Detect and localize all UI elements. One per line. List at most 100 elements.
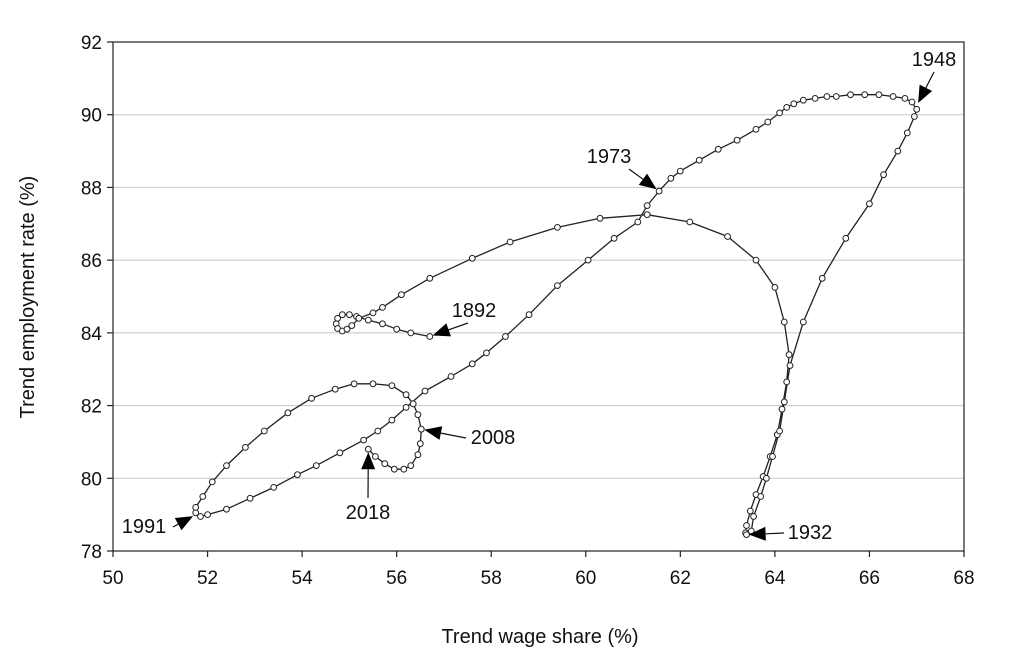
annotation-leader	[440, 432, 467, 439]
data-point	[223, 505, 230, 513]
data-point	[390, 465, 398, 473]
data-point	[421, 387, 429, 395]
annotation-label-1932: 1932	[788, 522, 833, 544]
data-point	[676, 167, 684, 175]
y-axis-title: Trend employment rate (%)	[17, 176, 39, 419]
data-point	[901, 95, 909, 102]
data-point	[400, 465, 408, 473]
annotations: 1892 1932 1948 1973 1991 2008 2018	[122, 49, 957, 544]
data-point	[502, 333, 509, 340]
data-point	[752, 125, 760, 133]
data-point	[610, 234, 618, 242]
y-tick-label: 82	[81, 397, 102, 418]
data-point	[407, 329, 415, 337]
data-point	[372, 453, 379, 460]
data-point	[343, 325, 351, 333]
annotation-label-2008: 2008	[471, 427, 516, 449]
gridlines	[113, 114, 964, 479]
data-point	[783, 104, 791, 111]
data-point	[402, 391, 410, 399]
annotation-arrowhead	[424, 426, 443, 440]
data-point	[260, 427, 268, 435]
data-point	[695, 156, 703, 164]
data-point	[192, 504, 200, 511]
data-point	[554, 224, 561, 231]
y-tick-label: 86	[81, 251, 102, 272]
data-point	[409, 400, 417, 408]
data-point	[913, 105, 921, 113]
data-point	[284, 409, 292, 417]
x-axis-title: Trend wage share (%)	[441, 626, 638, 648]
data-point	[780, 398, 788, 406]
annotation-label-1892: 1892	[452, 300, 497, 322]
data-point	[360, 436, 368, 444]
data-point	[348, 322, 356, 330]
data-point	[379, 320, 386, 328]
annotation-label-2018: 2018	[346, 502, 391, 524]
data-point	[355, 314, 363, 322]
data-point	[417, 425, 425, 433]
data-point	[584, 256, 592, 264]
data-point	[757, 493, 765, 500]
data-point	[506, 238, 514, 246]
data-point	[388, 416, 396, 424]
data-point	[554, 282, 561, 290]
series-line	[195, 94, 918, 536]
x-tick-label: 64	[764, 568, 786, 589]
annotation-label-1948: 1948	[912, 49, 957, 71]
data-point	[643, 211, 651, 219]
y-tick-label: 92	[81, 33, 102, 54]
data-point	[447, 373, 455, 380]
annotation-leader	[448, 322, 469, 331]
annotation-arrowhead	[361, 452, 376, 470]
data-point	[764, 118, 772, 126]
data-point	[331, 385, 339, 393]
data-point	[778, 405, 786, 413]
data-point	[776, 109, 783, 117]
data-point	[294, 471, 301, 479]
y-tick-label: 90	[81, 106, 102, 127]
x-tick-label: 50	[102, 568, 123, 589]
data-point	[769, 453, 776, 460]
data-point	[426, 274, 434, 282]
data-point	[776, 427, 783, 435]
x-tick-label: 56	[386, 568, 407, 589]
data-point	[364, 445, 372, 453]
data-point	[908, 98, 916, 106]
data-point	[875, 91, 883, 99]
y-tick-label: 88	[81, 178, 102, 199]
data-point	[750, 513, 757, 520]
data-point	[407, 462, 415, 470]
data-point	[724, 233, 731, 240]
x-tick-label: 60	[575, 568, 596, 589]
data-point	[763, 474, 770, 482]
data-point	[818, 274, 826, 282]
x-tick-label: 58	[481, 568, 502, 589]
data-point	[667, 174, 675, 182]
data-point	[398, 291, 405, 299]
plot-frame	[112, 41, 965, 552]
data-point	[823, 93, 831, 100]
data-point	[468, 360, 476, 368]
data-point	[525, 311, 533, 319]
data-point	[388, 382, 396, 390]
data-point	[786, 362, 794, 370]
data-point	[714, 145, 722, 153]
data-point	[746, 507, 754, 515]
data-point	[634, 218, 642, 226]
data-point	[771, 284, 779, 291]
data-point	[596, 214, 604, 222]
data-point	[847, 91, 854, 99]
data-point	[208, 478, 216, 486]
data-point	[364, 316, 372, 324]
annotation-leader	[925, 71, 935, 89]
data-point	[334, 314, 342, 322]
data-point	[197, 513, 204, 520]
data-point	[308, 394, 316, 402]
data-point	[374, 427, 382, 435]
data-point	[468, 254, 476, 262]
data-point	[780, 318, 788, 326]
y-tick-label: 84	[81, 324, 103, 345]
data-point	[350, 380, 358, 388]
